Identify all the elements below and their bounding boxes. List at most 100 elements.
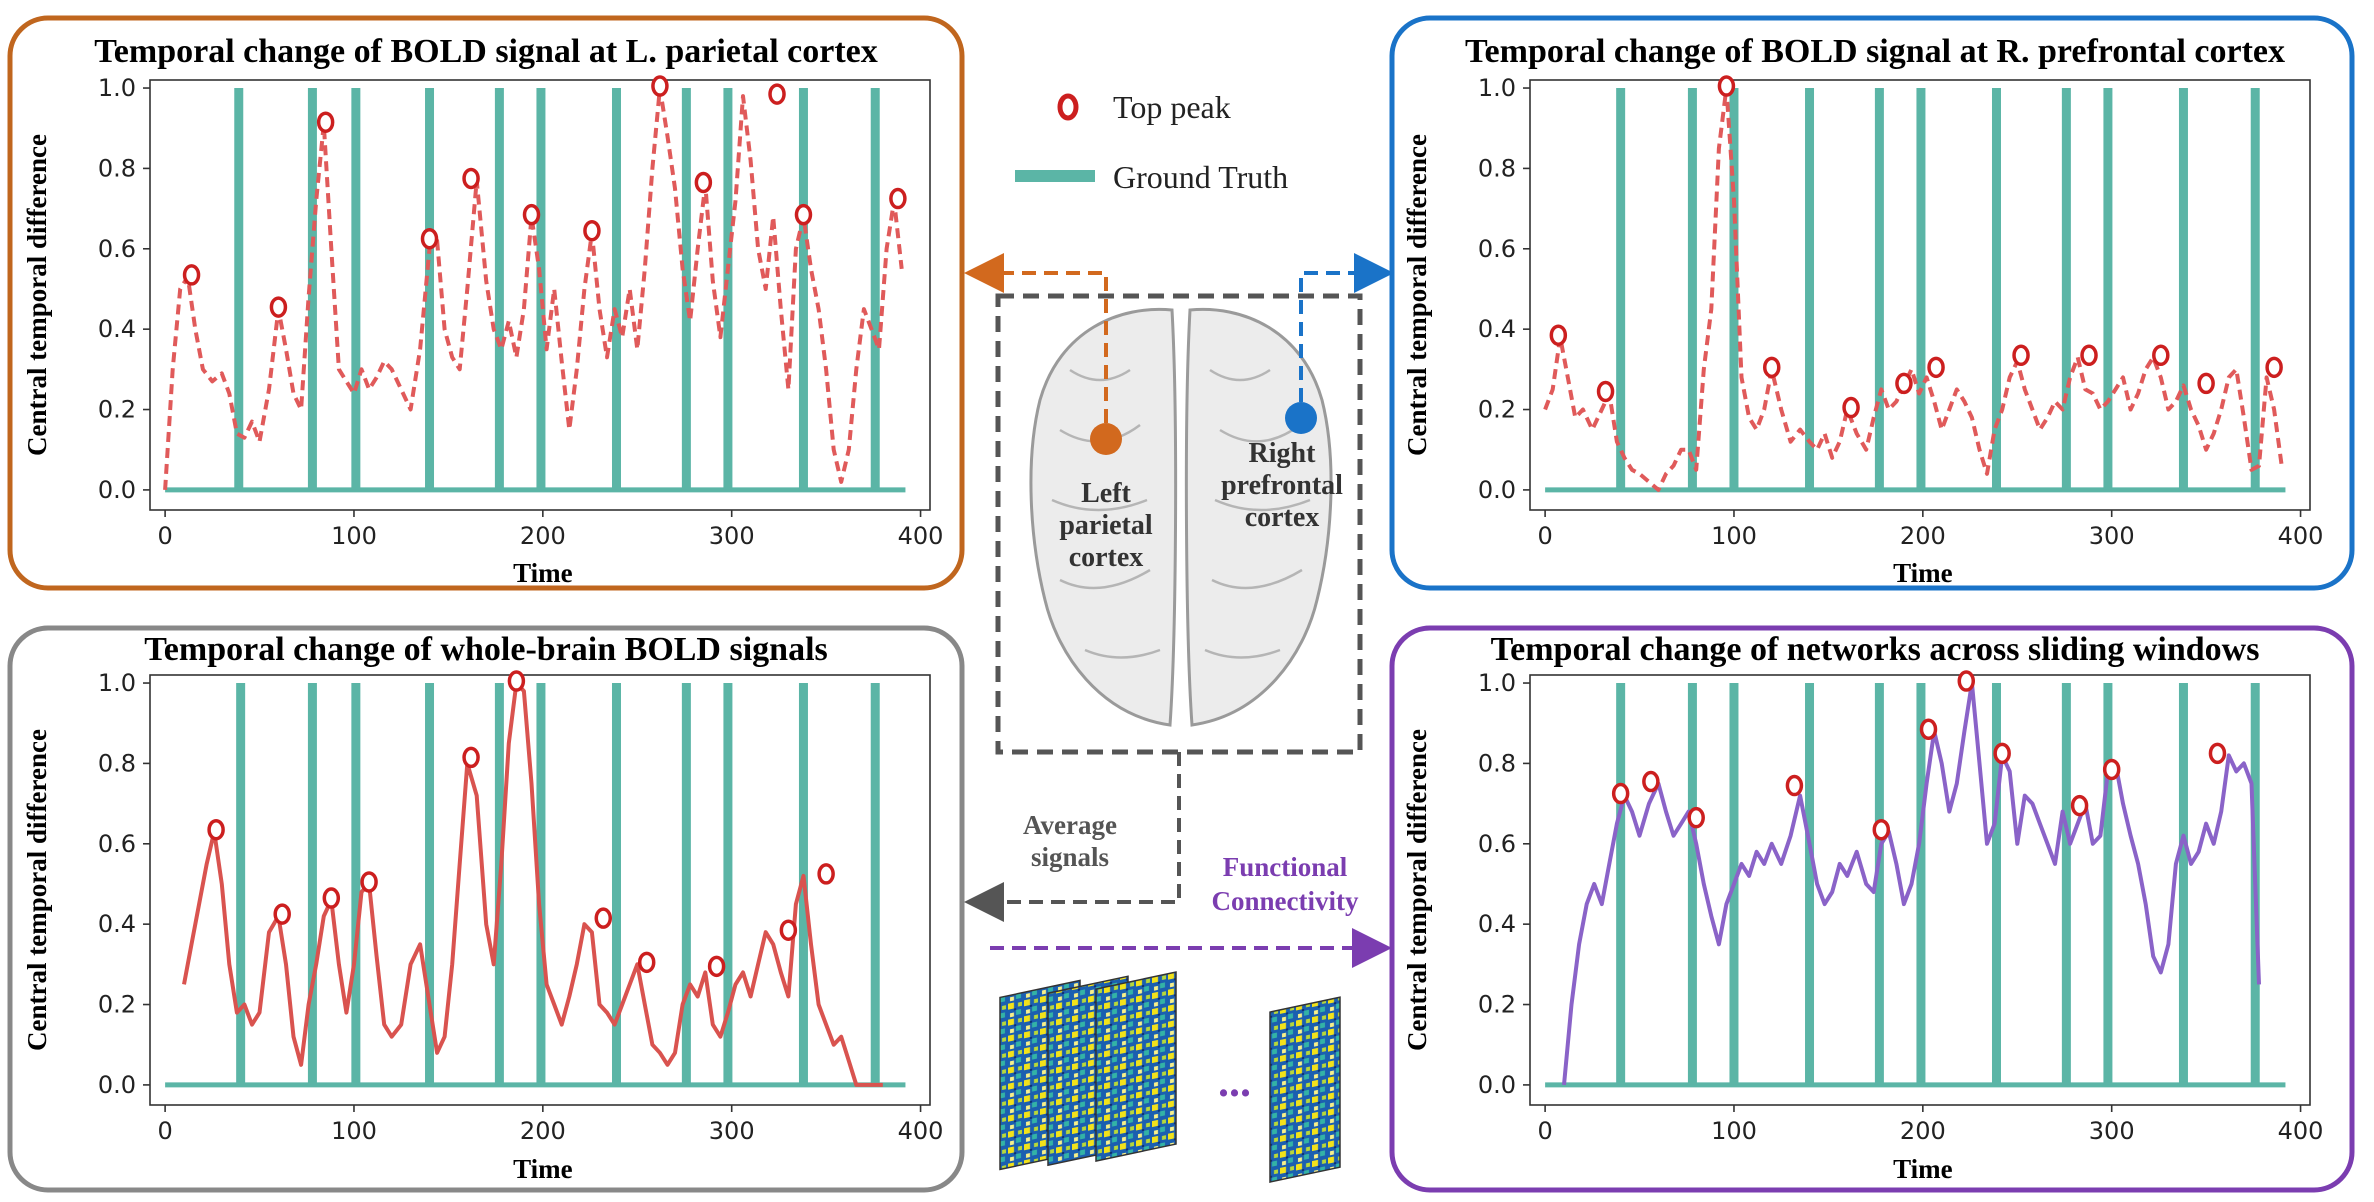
right-prefrontal-arrow	[1299, 253, 1394, 402]
peak-marker	[1762, 356, 1781, 379]
fc-ellipsis: ...	[1218, 1057, 1251, 1106]
peak-marker	[273, 903, 291, 925]
x-tick-label: 400	[898, 1117, 944, 1145]
left-cortex-label-1: Left	[1081, 478, 1131, 509]
left-cortex-label-3: cortex	[1069, 542, 1144, 573]
peak-marker	[1842, 396, 1860, 419]
chart-title: Temporal change of BOLD signal at L. par…	[94, 33, 878, 70]
peak-marker	[2102, 758, 2121, 781]
x-tick-label: 400	[2278, 522, 2324, 550]
y-axis-label: Central temporal difference	[22, 134, 52, 456]
y-tick-label: 1.0	[98, 669, 136, 697]
x-tick-label: 100	[331, 1117, 377, 1145]
peak-marker	[1717, 75, 1736, 97]
x-tick-label: 300	[709, 1117, 755, 1145]
right-cortex-label-3: cortex	[1245, 502, 1320, 533]
y-tick-label: 0.0	[98, 476, 136, 504]
y-tick-label: 1.0	[1478, 669, 1516, 697]
plot-area	[149, 674, 931, 1106]
functional-connectivity-label-1: Functional	[1223, 852, 1348, 882]
legend: Top peak Ground Truth	[1015, 89, 1288, 195]
signal-line	[1562, 681, 2261, 1086]
peak-marker	[794, 203, 813, 226]
panel-frame-bl	[7, 625, 965, 1193]
peak-marker	[360, 871, 378, 893]
left-parietal-dot	[1090, 423, 1122, 455]
y-tick-label: 0.2	[98, 991, 136, 1019]
peak-marker	[817, 863, 835, 885]
chart-br: Temporal change of networks across slidi…	[1402, 631, 2323, 1184]
y-tick-label: 0.6	[1478, 235, 1516, 263]
y-tick-label: 1.0	[98, 74, 136, 102]
y-tick-label: 0.2	[98, 396, 136, 424]
y-tick-label: 0.0	[1478, 476, 1516, 504]
y-tick-label: 0.4	[1478, 910, 1516, 938]
peak-marker	[2197, 372, 2215, 395]
y-axis-label: Central temporal difference	[1402, 134, 1432, 456]
peak-marker	[1993, 742, 2011, 765]
brain-panel: Left parietal cortex Right prefrontal co…	[995, 293, 1363, 755]
y-tick-label: 0.0	[1478, 1071, 1516, 1099]
x-tick-label: 300	[2089, 522, 2135, 550]
peak-marker	[1957, 670, 1976, 692]
peak-marker	[707, 955, 726, 978]
right-prefrontal-dot	[1285, 402, 1317, 434]
x-tick-label: 400	[898, 522, 944, 550]
peak-marker	[207, 818, 225, 841]
legend-gt-icon	[1015, 170, 1095, 182]
peak-marker	[1642, 770, 1660, 793]
peak-marker	[2012, 344, 2030, 367]
x-tick-label: 0	[1537, 1117, 1552, 1145]
peak-marker	[1687, 806, 1705, 829]
left-cortex-label-2: parietal	[1059, 510, 1153, 541]
chart-bl: Temporal change of whole-brain BOLD sign…	[22, 631, 943, 1184]
peak-marker	[1872, 818, 1891, 841]
x-axis-label: Time	[513, 558, 573, 588]
y-tick-label: 1.0	[1478, 74, 1516, 102]
peak-marker	[1549, 324, 1568, 346]
plot-area	[1529, 79, 2311, 511]
y-tick-label: 0.8	[1478, 749, 1516, 777]
peak-marker	[2152, 344, 2170, 367]
average-signals-label-1: Average	[1023, 810, 1117, 840]
y-tick-label: 0.4	[98, 910, 136, 938]
chart-title: Temporal change of networks across slidi…	[1491, 631, 2260, 668]
legend-gt-label: Ground Truth	[1113, 159, 1288, 195]
peak-marker	[507, 670, 526, 692]
panel-frame-br	[1389, 625, 2355, 1193]
peak-marker	[1927, 356, 1945, 379]
x-tick-label: 100	[1711, 1117, 1757, 1145]
y-tick-label: 0.2	[1478, 991, 1516, 1019]
peak-marker	[1785, 774, 1804, 797]
peak-marker	[316, 111, 335, 133]
x-tick-label: 300	[709, 522, 755, 550]
peak-marker	[694, 171, 713, 194]
peak-marker	[420, 227, 439, 250]
panel-frame-tr	[1389, 15, 2355, 591]
peak-marker	[594, 907, 613, 929]
legend-peak-icon	[1057, 93, 1079, 121]
peak-marker	[768, 83, 786, 105]
peak-marker	[322, 887, 341, 909]
plot-area	[1529, 674, 2311, 1106]
peak-marker	[462, 746, 480, 769]
left-parietal-arrow	[964, 253, 1108, 423]
peak-marker	[583, 219, 601, 242]
x-axis-label: Time	[1893, 558, 1953, 588]
peak-marker	[522, 203, 541, 226]
x-axis-label: Time	[1893, 1154, 1953, 1184]
chart-tr: Temporal change of BOLD signal at R. pre…	[1402, 33, 2323, 588]
y-tick-label: 0.8	[1478, 154, 1516, 182]
peak-marker	[651, 75, 669, 97]
x-tick-label: 300	[2089, 1117, 2135, 1145]
peak-marker	[1895, 372, 1913, 395]
x-tick-label: 200	[1900, 522, 1946, 550]
peak-marker	[1611, 782, 1630, 805]
signal-line	[182, 681, 883, 1087]
peak-marker	[779, 919, 798, 941]
x-tick-label: 0	[1537, 522, 1552, 550]
y-tick-label: 0.6	[98, 830, 136, 858]
peak-marker	[269, 296, 288, 318]
plot-area	[149, 79, 931, 511]
